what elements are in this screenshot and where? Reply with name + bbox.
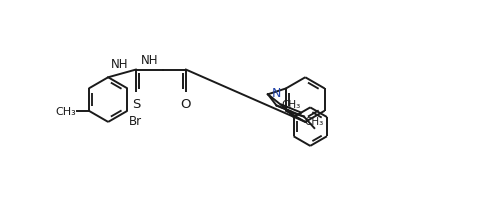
- Text: CH₃: CH₃: [304, 117, 323, 126]
- Text: O: O: [181, 97, 191, 110]
- Text: Br: Br: [128, 114, 142, 127]
- Text: CH₃: CH₃: [56, 106, 76, 116]
- Text: S: S: [132, 97, 140, 110]
- Text: CH₃: CH₃: [282, 100, 301, 110]
- Text: NH: NH: [111, 58, 129, 70]
- Text: NH: NH: [141, 54, 158, 66]
- Text: N: N: [272, 87, 281, 100]
